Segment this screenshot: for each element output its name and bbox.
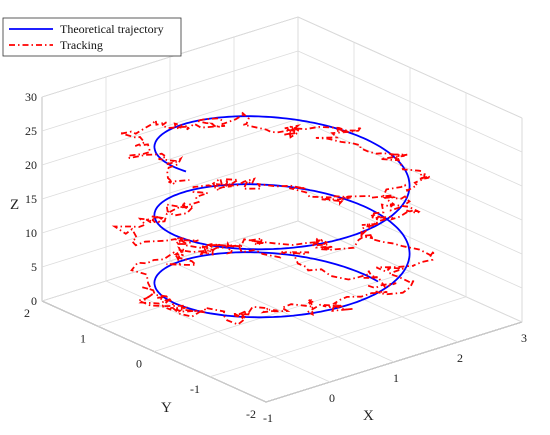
y-tick-label: -2 [246,407,256,421]
y-axis-label: Y [161,400,172,416]
legend: Theoretical trajectory Tracking [2,17,182,57]
legend-label-theoretical: Theoretical trajectory [60,22,164,36]
x-tick-label: 3 [521,331,527,345]
y-tick-label: 1 [80,331,86,345]
grid-side-z [297,16,523,119]
grid-back-z [41,16,299,98]
y-tick-label: 2 [24,306,30,320]
grid-floor-y [97,245,355,327]
grid-back-z [41,50,299,132]
grid-back-z [41,152,299,234]
grid-floor-y [265,321,523,403]
grid-floor-y [209,296,467,378]
legend-box [2,17,182,57]
z-tick-label: 5 [31,260,37,274]
grid-back-z [41,186,299,268]
legend-label-tracking: Tracking [60,38,103,52]
z-tick-label: 10 [25,226,37,240]
grid-side-z [297,50,523,153]
grid-back-z [41,84,299,166]
z-axis-label: Z [10,197,19,213]
grid-side-z [297,84,523,187]
z-tick-label: 30 [25,90,37,104]
grid-side-z [297,220,523,323]
grid-lines [41,16,523,403]
z-tick-label: 20 [25,158,37,172]
z-tick-label: 25 [25,124,37,138]
series-line-tracking [111,111,436,326]
y-tick-label: 0 [136,357,142,371]
x-tick-label: 0 [329,391,335,405]
grid-side-z [297,152,523,255]
series-line-theoretical [153,115,411,319]
x-tick-label: -1 [263,411,273,425]
x-axis-label: X [363,408,374,424]
grid-back-z [41,118,299,200]
x-tick-label: 1 [393,371,399,385]
x-tick-label: 2 [457,351,463,365]
grid-side-z [297,118,523,221]
y-tick-label: -1 [190,382,200,396]
series-layer [111,111,436,326]
grid-back-z [41,220,299,302]
grid-side-z [297,186,523,289]
z-tick-label: 0 [31,294,37,308]
z-tick-label: 15 [25,192,37,206]
